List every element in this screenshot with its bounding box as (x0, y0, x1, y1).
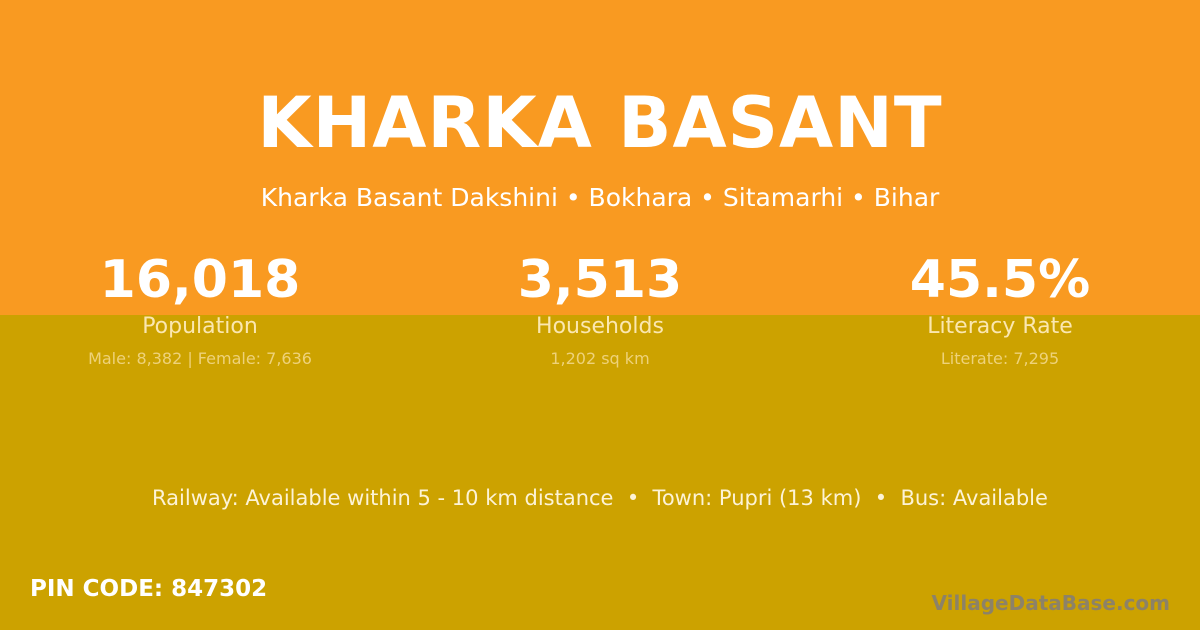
stat-detail: Literate: 7,295 (940, 349, 1060, 368)
location-breadcrumb: Kharka Basant Dakshini • Bokhara • Sitam… (260, 183, 940, 212)
stat-label: Literacy Rate (927, 314, 1073, 339)
stat-detail: Male: 8,382 | Female: 7,636 (88, 349, 312, 368)
stat-detail: 1,202 sq km (550, 349, 650, 368)
stat-value: 45.5% (909, 250, 1091, 310)
stat-households: 3,513 Households 1,202 sq km (400, 250, 800, 368)
body-band (0, 315, 1200, 630)
brand-watermark: VillageDataBase.com (931, 591, 1170, 615)
header-band (0, 0, 1200, 315)
stat-label: Households (536, 314, 664, 339)
stat-literacy: 45.5% Literacy Rate Literate: 7,295 (800, 250, 1200, 368)
stat-population: 16,018 Population Male: 8,382 | Female: … (0, 250, 400, 368)
pin-code: PIN CODE: 847302 (30, 576, 268, 602)
connectivity-info: Railway: Available within 5 - 10 km dist… (152, 486, 1048, 510)
village-title: KHARKA BASANT (257, 82, 943, 164)
stat-value: 3,513 (517, 250, 683, 310)
stat-value: 16,018 (99, 250, 301, 310)
stat-label: Population (142, 314, 258, 339)
